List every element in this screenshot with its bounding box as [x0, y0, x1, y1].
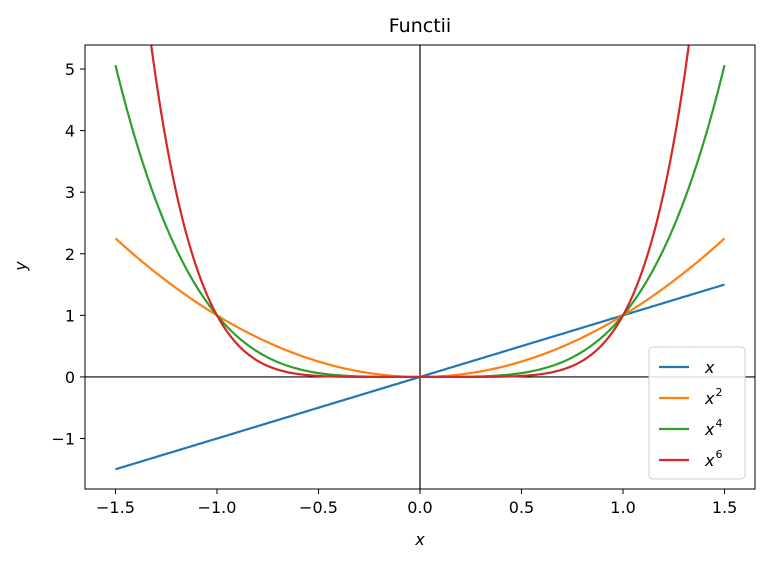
legend-label-base: x — [704, 420, 715, 439]
y-tick-label: 2 — [65, 245, 75, 264]
legend-box — [648, 346, 746, 480]
x-ticks: −1.5 −1.0 −0.5 0.0 0.5 1.0 1.5 — [96, 489, 737, 517]
series-line-4 — [150, 45, 690, 379]
y-tick-label: 4 — [65, 122, 75, 141]
legend-label: x2 — [704, 386, 722, 408]
x-tick-label: 1.0 — [610, 498, 635, 517]
legend-label-base: x — [704, 389, 715, 408]
legend-label-exponent: 2 — [715, 386, 722, 399]
series-group — [114, 45, 726, 471]
legend-label-exponent: 4 — [715, 417, 722, 430]
x-tick-label: −1.0 — [198, 498, 237, 517]
legend-label-base: x — [704, 451, 715, 470]
x-axis-label: x — [414, 530, 425, 549]
legend-label: x6 — [704, 448, 722, 470]
x-tick-label: −0.5 — [299, 498, 338, 517]
x-tick-label: 1.5 — [712, 498, 737, 517]
legend-label: x4 — [704, 417, 722, 439]
legend-label: x — [704, 358, 715, 377]
chart-title: Functii — [389, 15, 451, 37]
y-tick-label: −1 — [51, 430, 75, 449]
y-tick-label: 1 — [65, 306, 75, 325]
y-ticks: −1 0 1 2 3 4 5 — [51, 60, 85, 449]
legend-label-base: x — [704, 358, 715, 377]
y-tick-label: 3 — [65, 183, 75, 202]
y-tick-label: 5 — [65, 60, 75, 79]
y-axis-label: y — [11, 261, 30, 272]
x-tick-label: 0.5 — [509, 498, 534, 517]
x-tick-label: 0.0 — [407, 498, 432, 517]
x-tick-label: −1.5 — [96, 498, 135, 517]
legend-label-exponent: 6 — [715, 448, 722, 461]
y-tick-label: 0 — [65, 368, 75, 387]
